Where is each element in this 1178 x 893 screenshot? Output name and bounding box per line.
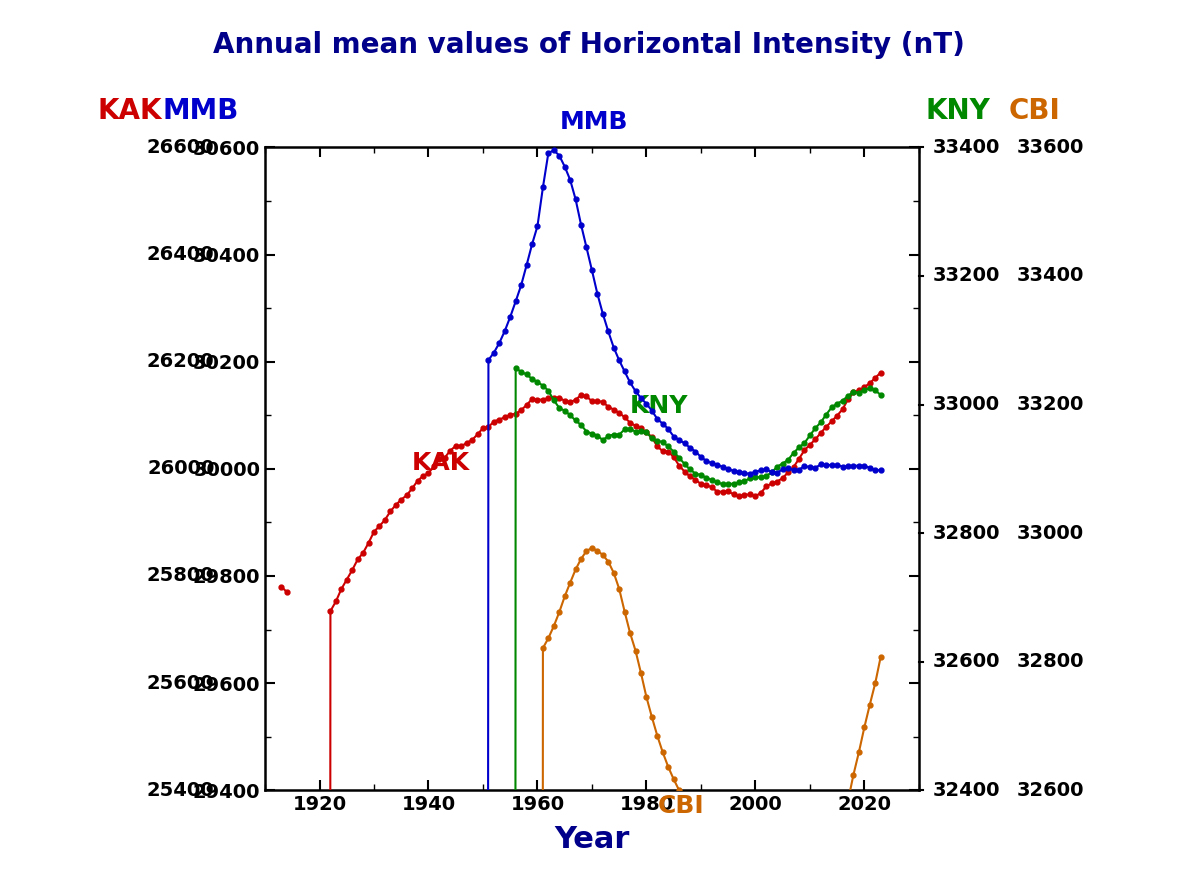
Text: KNY: KNY [925,97,991,125]
Text: KNY: KNY [630,394,689,418]
Text: CBI: CBI [1008,97,1060,125]
Text: 26600: 26600 [147,138,214,157]
Text: 25800: 25800 [147,566,214,586]
Text: 25400: 25400 [147,780,214,800]
Text: 32800: 32800 [933,523,1000,543]
Text: MMB: MMB [163,97,238,125]
X-axis label: Year: Year [555,825,629,855]
Text: 32600: 32600 [933,652,1000,672]
Text: KAK: KAK [98,97,161,125]
Text: 25600: 25600 [147,673,214,693]
Text: 26000: 26000 [147,459,214,479]
Text: 32800: 32800 [1017,652,1084,672]
Text: MMB: MMB [560,110,628,134]
Text: Annual mean values of Horizontal Intensity (nT): Annual mean values of Horizontal Intensi… [213,31,965,59]
Text: 26400: 26400 [147,245,214,264]
Text: 33200: 33200 [1017,395,1084,414]
Text: 33000: 33000 [933,395,1000,414]
Text: 26200: 26200 [147,352,214,371]
Text: 32400: 32400 [933,780,1000,800]
Text: 33000: 33000 [1017,523,1084,543]
Text: 33200: 33200 [933,266,1000,286]
Text: 33600: 33600 [1017,138,1084,157]
Text: 32600: 32600 [1017,780,1084,800]
Text: CBI: CBI [657,794,704,818]
Text: 33400: 33400 [933,138,1000,157]
Text: KAK: KAK [412,451,470,475]
Text: 33400: 33400 [1017,266,1084,286]
